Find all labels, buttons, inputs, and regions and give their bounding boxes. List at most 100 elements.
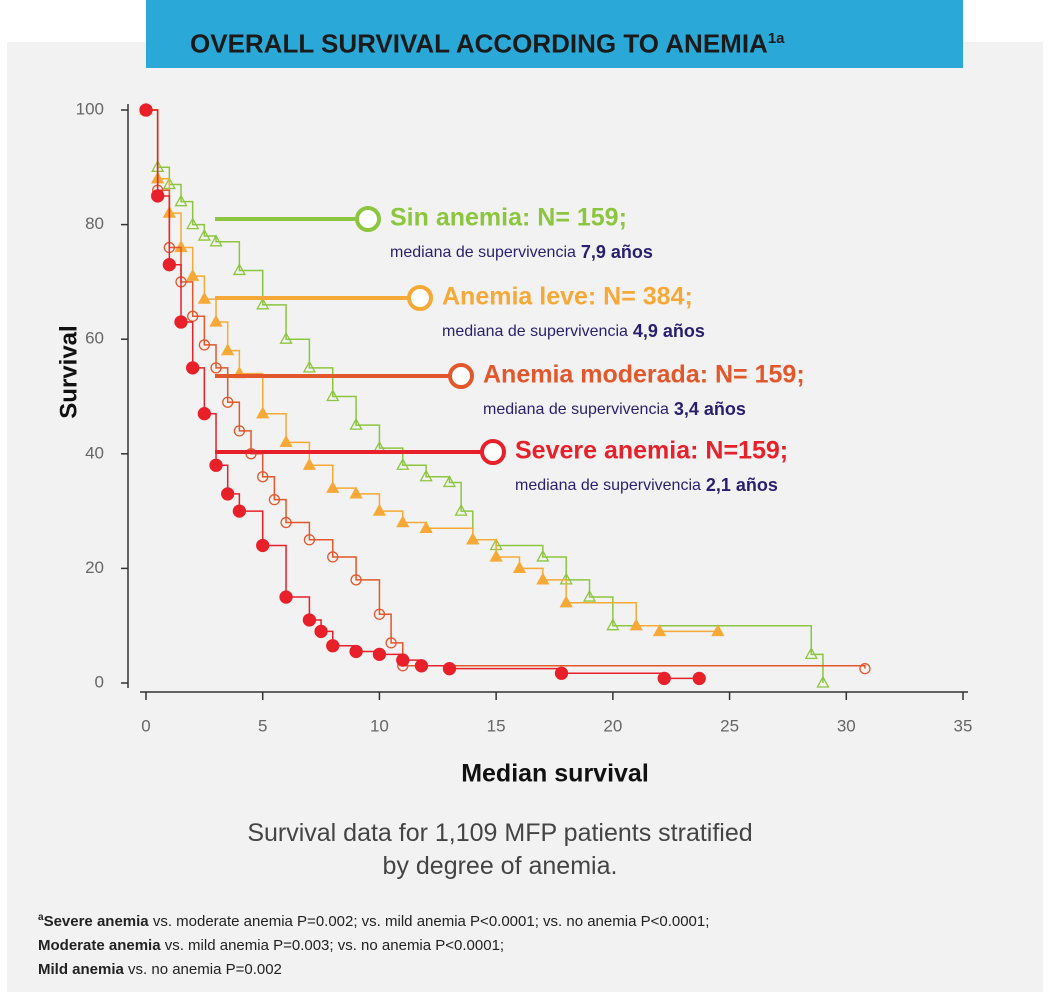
callout-circle	[480, 439, 506, 465]
censor-marker	[419, 520, 433, 533]
censor-marker	[232, 263, 246, 276]
median-text: mediana de supervivencia 7,9 años	[390, 242, 653, 262]
x-tick-label: 5	[258, 716, 267, 735]
series-label: Severe anemia: N=159;	[515, 437, 788, 465]
median-label: mediana de supervivencia	[390, 244, 576, 261]
censor-marker	[554, 666, 569, 680]
censor-marker	[197, 228, 211, 241]
censor-marker	[629, 618, 643, 631]
title-superscript: 1a	[767, 30, 785, 47]
y-tick-label: 40	[85, 443, 104, 462]
median-value: 2,1 años	[706, 475, 778, 495]
footnote-text: vs. mild anemia P=0.003; vs. no anemia P…	[164, 937, 505, 954]
censor-marker	[197, 291, 211, 304]
censor-marker	[804, 647, 818, 659]
censor-marker	[221, 487, 235, 501]
chart-title: OVERALL SURVIVAL ACCORDING TO ANEMIA1a	[190, 22, 830, 61]
censor-marker	[652, 624, 667, 637]
censor-marker	[396, 653, 410, 667]
censor-marker	[222, 396, 234, 408]
footnote-text: vs. no anemia P=0.002	[128, 961, 282, 978]
censor-marker	[303, 534, 316, 546]
censor-marker	[692, 671, 706, 686]
censor-marker	[232, 504, 247, 518]
title-banner	[146, 0, 963, 68]
x-tick-label: 15	[487, 716, 506, 735]
footnote: Mild anemia vs. no anemia P=0.002	[38, 958, 709, 982]
median-label: mediana de supervivencia	[515, 477, 701, 494]
median-text: mediana de supervivencia 2,1 años	[515, 475, 778, 495]
censor-marker	[326, 480, 340, 493]
x-axis-label: Median survival	[461, 760, 649, 788]
censor-marker	[489, 549, 503, 562]
censor-marker	[349, 486, 363, 499]
footnote-bold: Severe anemia	[43, 913, 149, 930]
censor-marker	[257, 471, 269, 483]
x-tick-label: 10	[370, 716, 389, 735]
censor-marker	[268, 493, 281, 506]
censor-marker	[233, 425, 246, 437]
censor-marker	[442, 662, 457, 676]
censor-marker	[466, 532, 480, 545]
censor-marker	[280, 516, 292, 529]
censor-marker	[314, 624, 328, 639]
footnote-marker: a	[38, 912, 44, 923]
censor-marker	[414, 659, 429, 673]
censor-marker	[186, 217, 200, 230]
y-axis-label: Survival	[55, 325, 82, 418]
censor-marker	[559, 595, 573, 608]
x-tick-label: 0	[141, 716, 150, 735]
censor-marker	[536, 572, 550, 585]
censor-marker	[349, 644, 363, 659]
censor-marker	[302, 360, 316, 373]
background-panel	[7, 42, 1043, 992]
title-text: OVERALL SURVIVAL ACCORDING TO ANEMIA	[190, 28, 768, 59]
caption-line: Survival data for 1,109 MFP patients str…	[247, 819, 753, 847]
footnote: aSevere anemia vs. moderate anemia P=0.0…	[38, 906, 709, 934]
median-label: mediana de supervivencia	[483, 401, 669, 418]
censor-marker	[326, 639, 340, 653]
median-value: 3,4 años	[674, 399, 746, 419]
callout-circle	[355, 206, 381, 232]
censor-marker	[816, 675, 830, 688]
censor-marker	[302, 457, 316, 470]
censor-marker	[326, 389, 340, 402]
censor-marker	[209, 234, 223, 247]
censor-marker	[186, 361, 200, 375]
x-tick-label: 20	[603, 716, 622, 735]
callout-circle	[448, 363, 474, 389]
footnote: Moderate anemia vs. mild anemia P=0.003;…	[38, 934, 709, 958]
censor-marker	[279, 434, 293, 447]
censor-marker	[349, 417, 363, 430]
censor-marker	[221, 343, 235, 356]
censor-marker	[162, 258, 176, 272]
caption: Survival data for 1,109 MFP patients str…	[150, 817, 850, 883]
censor-marker	[606, 618, 620, 631]
censor-marker	[174, 315, 188, 329]
censor-marker	[454, 503, 468, 516]
median-text: mediana de supervivencia 4,9 años	[442, 321, 705, 341]
y-tick-label: 60	[85, 329, 104, 348]
censor-marker	[151, 189, 165, 203]
series-label: Anemia moderada: N= 159;	[483, 361, 805, 389]
censor-marker	[385, 637, 397, 649]
censor-marker	[327, 551, 339, 563]
x-tick-label: 25	[720, 716, 739, 735]
censor-marker	[197, 407, 212, 421]
censor-marker	[256, 538, 270, 553]
y-tick-label: 80	[85, 214, 104, 233]
survival-curve	[146, 109, 700, 680]
censor-marker	[373, 608, 386, 620]
censor-marker	[657, 671, 671, 686]
y-tick-label: 100	[76, 99, 104, 118]
footnote-bold: Moderate anemia	[38, 937, 161, 954]
censor-marker	[209, 458, 223, 472]
censor-marker	[139, 103, 153, 117]
censor-marker	[198, 339, 211, 351]
censor-marker	[209, 314, 223, 327]
y-tick-label: 0	[95, 672, 104, 691]
censor-marker	[582, 589, 597, 602]
footnote-text: vs. moderate anemia P=0.002; vs. mild an…	[152, 913, 710, 930]
censor-marker	[210, 362, 222, 374]
